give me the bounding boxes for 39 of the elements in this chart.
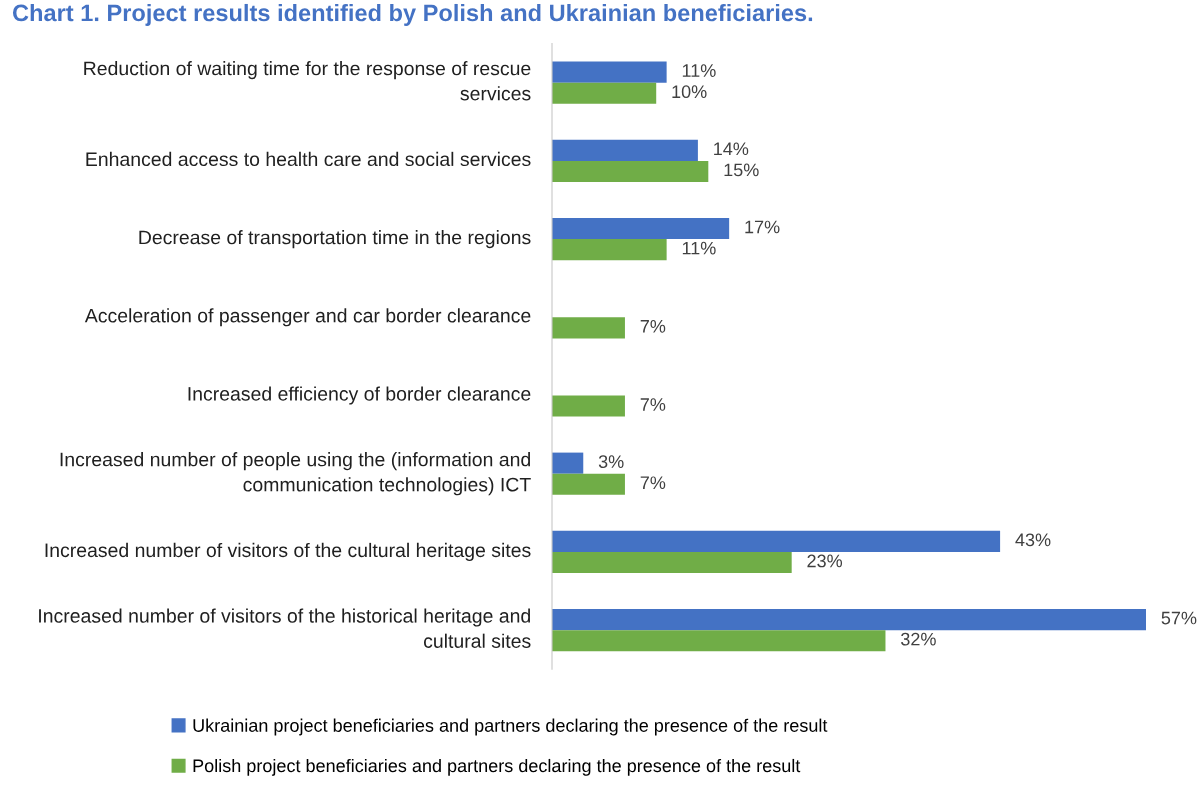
bar [552, 317, 625, 339]
bar [552, 217, 730, 240]
y-tick-label: Increased efficiency of border clearance [188, 386, 531, 405]
bar [552, 160, 709, 182]
data-label: 15% [724, 163, 759, 177]
data-label: 11% [682, 241, 716, 255]
y-tick-label: Increased number of people using the (information and communication technologies) ICT [60, 452, 531, 496]
bar [552, 395, 625, 417]
y-tick-label: Increased number of visitors of the historical heritage and cultural sites [39, 608, 531, 648]
chart-title: Chart 1. Project results identified by Polish and Ukrainian beneficiaries. [12, 3, 813, 26]
data-label: 7% [640, 476, 666, 490]
data-label: 7% [640, 398, 666, 411]
bar [552, 473, 625, 495]
data-label: 14% [714, 142, 749, 156]
data-label: 10% [672, 85, 707, 99]
y-tick-label: Reduction of waiting time for the response of rescue services [84, 61, 531, 101]
bar [552, 530, 1001, 552]
data-label: 23% [807, 554, 843, 568]
y-tick-label: Increased number of visitors of the cultural heritage sites [45, 542, 531, 561]
bar [552, 551, 792, 574]
bar [552, 139, 698, 161]
y-tick-label: Acceleration of passenger and car border clearance [84, 308, 531, 327]
y-tick-label: Enhanced access to health care and social services [86, 151, 531, 167]
data-label: 3% [598, 455, 624, 468]
data-label: 11% [682, 64, 716, 77]
data-label: 57% [1161, 611, 1197, 625]
legend-label: Ukrainian project beneficiaries and partners declaring the presence of the result [193, 718, 828, 736]
data-label: 17% [745, 220, 780, 234]
y-tick-label: Decrease of transportation time in the regions [139, 230, 531, 249]
legend-label: Polish project beneficiaries and partners declaring the presence of the result [193, 758, 801, 776]
data-label: 7% [640, 319, 666, 333]
bar [552, 609, 1146, 631]
bar [552, 239, 667, 261]
bar [552, 61, 667, 83]
bar [552, 452, 584, 474]
bar [552, 82, 657, 104]
data-label: 32% [901, 632, 936, 646]
data-label: 43% [1015, 533, 1051, 547]
bar [552, 630, 886, 652]
